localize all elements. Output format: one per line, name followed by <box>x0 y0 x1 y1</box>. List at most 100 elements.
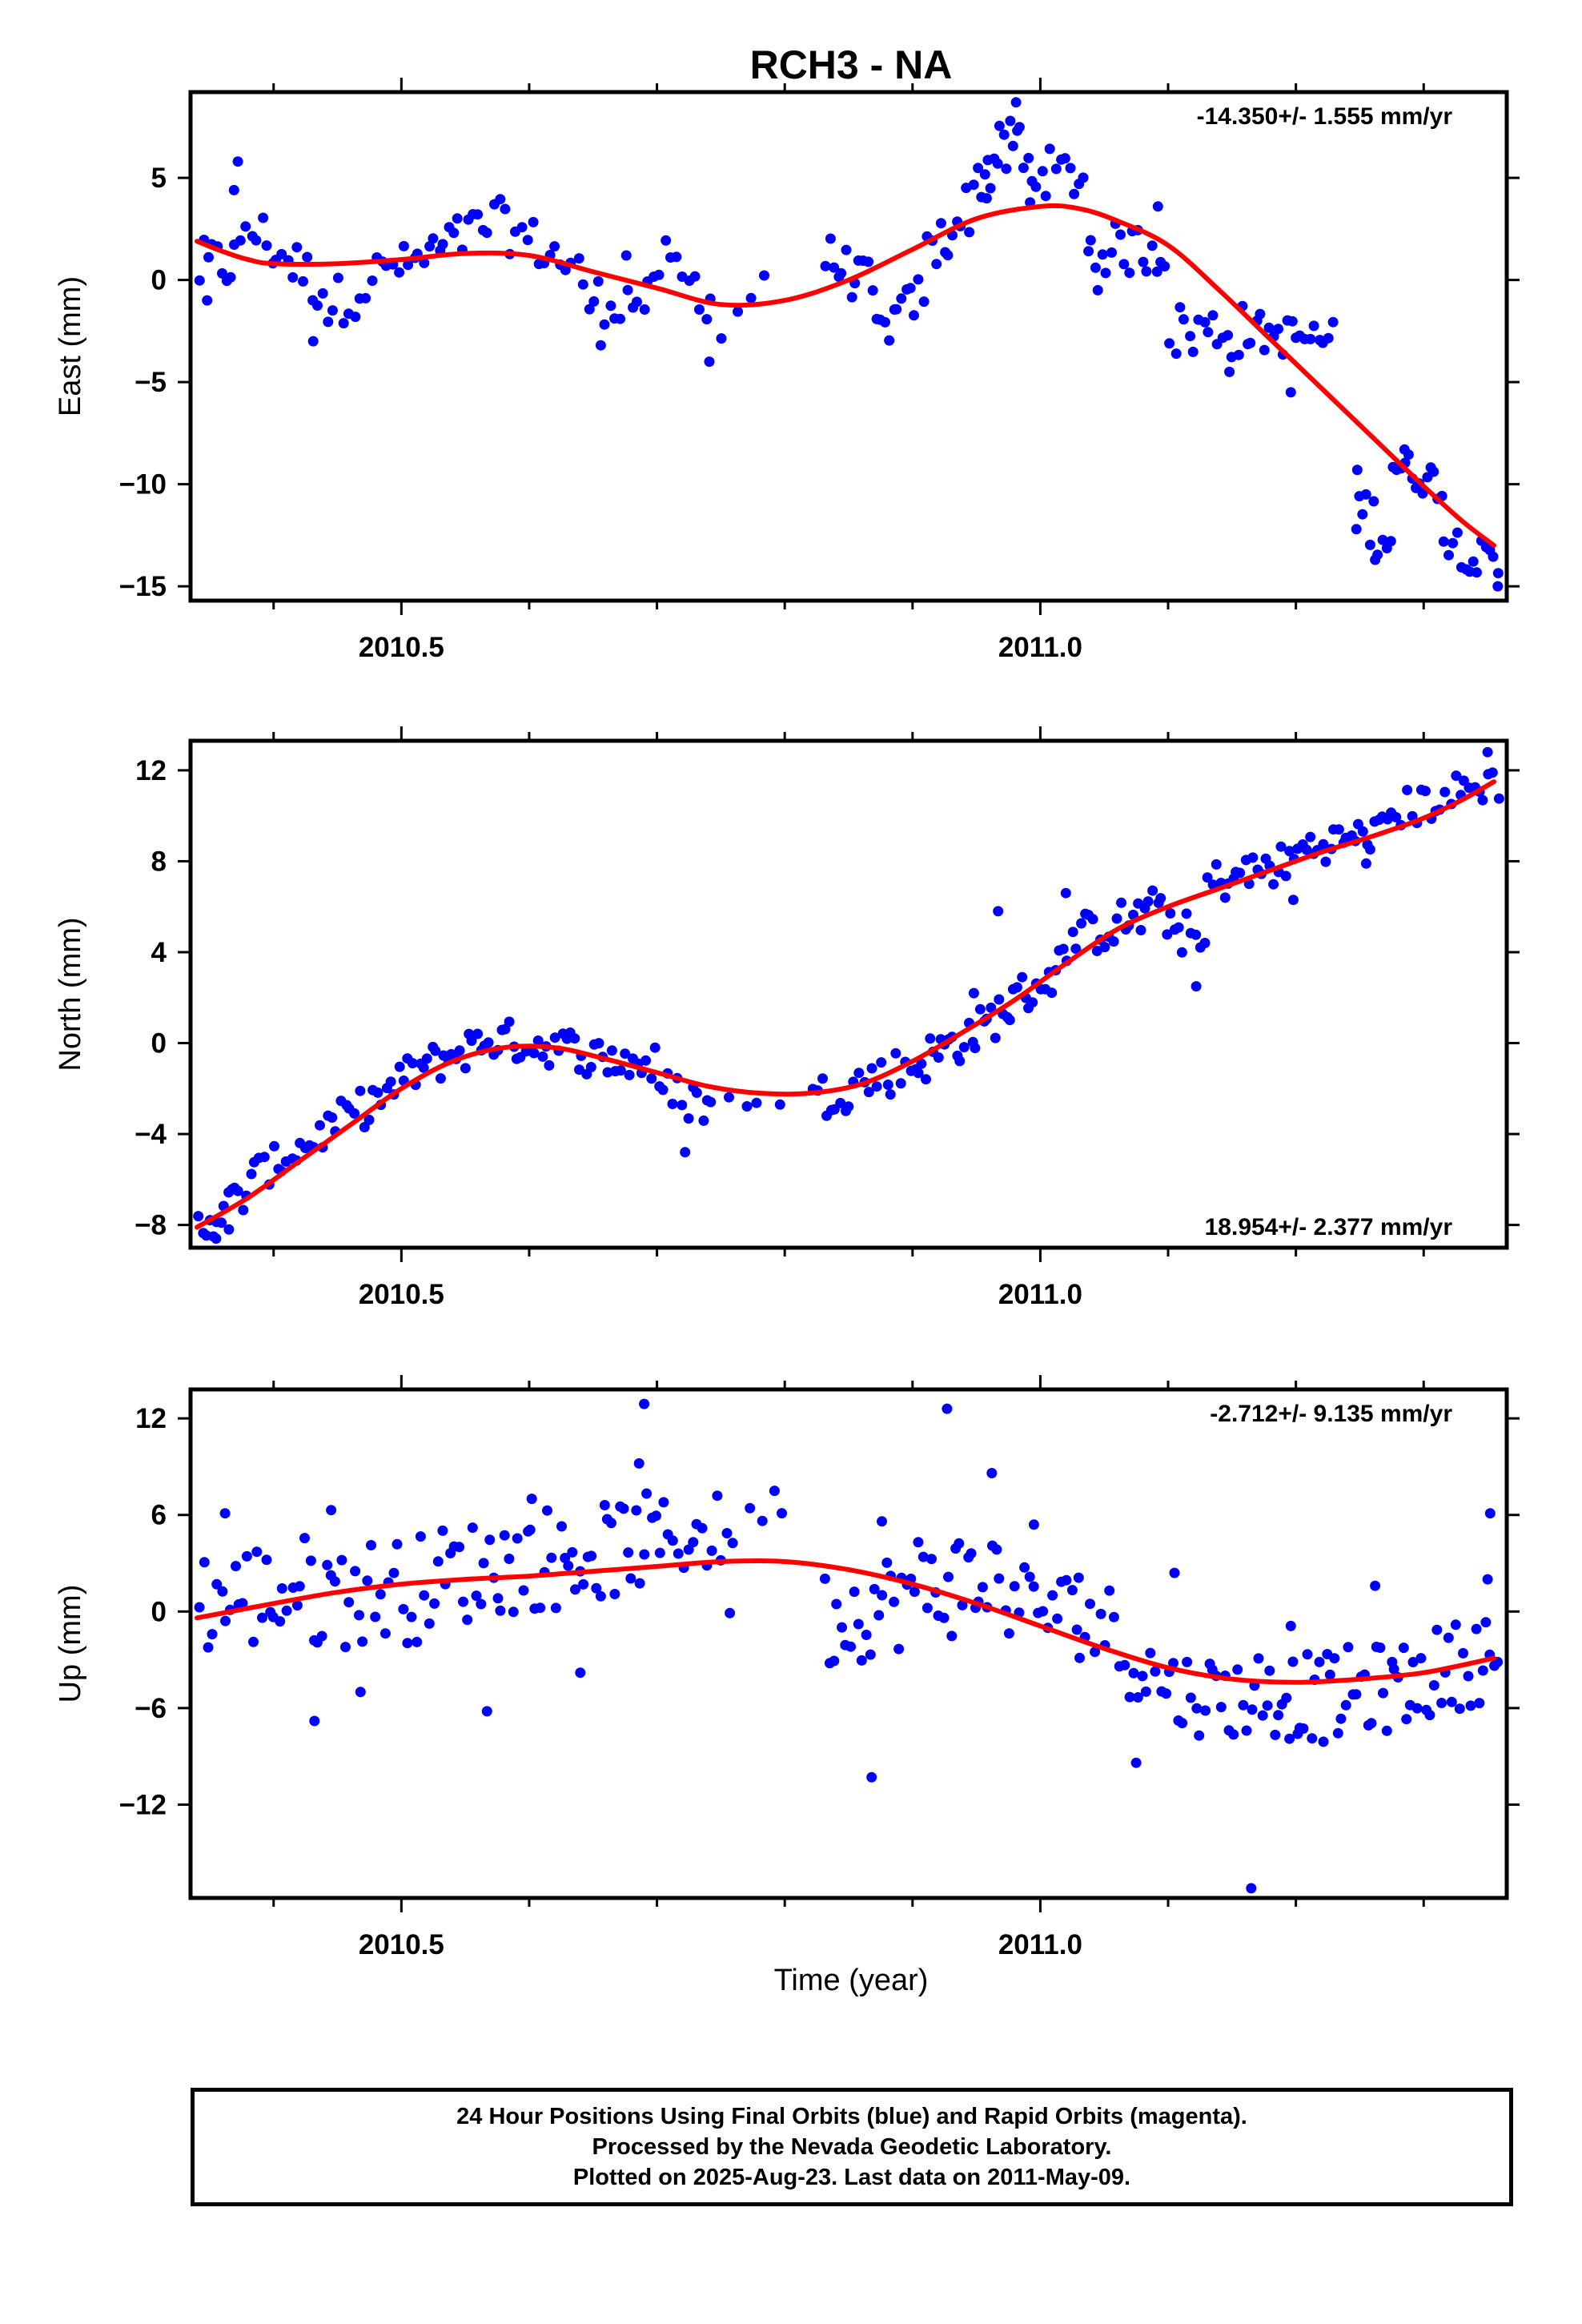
data-point <box>841 244 852 255</box>
data-point <box>484 1534 496 1546</box>
data-point <box>1024 1571 1035 1582</box>
data-point <box>1452 527 1463 538</box>
data-point <box>526 1494 537 1505</box>
data-point <box>1287 1656 1299 1667</box>
data-point <box>1480 1617 1492 1628</box>
data-point <box>1401 1714 1412 1725</box>
data-point <box>1162 929 1173 940</box>
data-point <box>769 1486 780 1497</box>
data-point <box>1181 908 1192 919</box>
data-point <box>1067 927 1078 938</box>
data-point <box>1191 981 1202 992</box>
data-point <box>1314 1656 1325 1667</box>
data-point <box>1145 1647 1156 1659</box>
data-point <box>843 1101 854 1112</box>
data-point <box>1381 1725 1392 1736</box>
data-point <box>1065 163 1076 174</box>
data-point <box>363 1114 375 1125</box>
data-point <box>595 1590 606 1602</box>
data-point <box>1378 1687 1388 1699</box>
data-point <box>991 1544 1002 1555</box>
data-point <box>1069 188 1080 199</box>
data-point <box>1340 1699 1351 1711</box>
data-point <box>1173 922 1184 933</box>
data-point <box>248 1636 259 1647</box>
data-point <box>193 1211 204 1222</box>
data-point <box>1200 1705 1211 1716</box>
data-point <box>1335 1713 1347 1724</box>
data-point <box>532 1035 544 1046</box>
y-axis-title: East (mm) <box>54 276 87 416</box>
data-point <box>546 1552 557 1563</box>
data-point <box>1004 1015 1015 1026</box>
data-point <box>1177 1718 1188 1729</box>
data-point <box>391 1538 403 1550</box>
data-point <box>1073 1572 1084 1583</box>
data-layer <box>194 1398 1504 1894</box>
y-tick-label: 8 <box>151 846 167 877</box>
y-tick-label: 5 <box>151 163 167 194</box>
data-point <box>476 1598 487 1610</box>
data-point <box>298 275 308 287</box>
data-point <box>203 251 214 263</box>
data-point <box>1482 1574 1493 1585</box>
data-point <box>207 1629 218 1640</box>
data-point <box>1147 885 1158 896</box>
data-point <box>1287 895 1299 906</box>
data-point <box>1085 235 1096 246</box>
velocity-label: -14.350+/- 1.555 mm/yr <box>1197 103 1453 130</box>
data-point <box>745 1502 756 1514</box>
data-point <box>1124 1691 1135 1703</box>
data-point <box>624 1069 635 1080</box>
data-point <box>1091 946 1102 956</box>
data-point <box>1092 284 1103 296</box>
data-point <box>232 1185 243 1196</box>
data-point <box>653 269 665 280</box>
data-point <box>1343 1642 1354 1653</box>
data-point <box>712 1490 723 1502</box>
data-point <box>466 1035 477 1046</box>
data-point <box>1465 1700 1476 1711</box>
data-point <box>829 262 840 273</box>
caption-box: 24 Hour Positions Using Final Orbits (bl… <box>191 2088 1513 2206</box>
data-point <box>1090 1647 1101 1658</box>
data-point <box>759 270 769 281</box>
data-point <box>593 1038 604 1049</box>
data-point <box>454 1542 465 1553</box>
data-point <box>323 316 334 328</box>
data-point <box>276 248 287 259</box>
data-point <box>327 1112 338 1123</box>
data-point <box>1284 1733 1295 1744</box>
data-point <box>1233 349 1244 360</box>
data-point <box>609 1589 620 1599</box>
data-point <box>500 203 511 215</box>
data-point <box>1438 536 1449 547</box>
data-point <box>1151 266 1162 277</box>
data-point <box>639 1398 650 1409</box>
data-point <box>1010 97 1022 108</box>
data-point <box>1030 181 1042 192</box>
data-point <box>1219 892 1231 903</box>
data-point <box>406 1611 417 1622</box>
data-point <box>998 129 1010 140</box>
data-point <box>1050 163 1062 175</box>
data-point <box>602 1067 613 1078</box>
data-point <box>1037 166 1048 177</box>
data-point <box>1174 302 1186 313</box>
data-point <box>1003 1628 1014 1639</box>
data-point <box>1352 818 1363 830</box>
data-point <box>1019 1562 1030 1573</box>
data-point <box>1351 464 1363 476</box>
data-point <box>588 296 600 307</box>
data-point <box>372 1087 383 1098</box>
data-point <box>403 259 414 271</box>
data-point <box>1170 348 1182 360</box>
data-point <box>563 1560 574 1571</box>
data-point <box>1402 785 1413 795</box>
y-tick-label: 0 <box>151 265 167 296</box>
data-point <box>1439 786 1451 798</box>
data-point <box>419 257 430 268</box>
data-point <box>429 1598 440 1609</box>
data-point <box>240 221 251 232</box>
data-point <box>994 120 1005 131</box>
